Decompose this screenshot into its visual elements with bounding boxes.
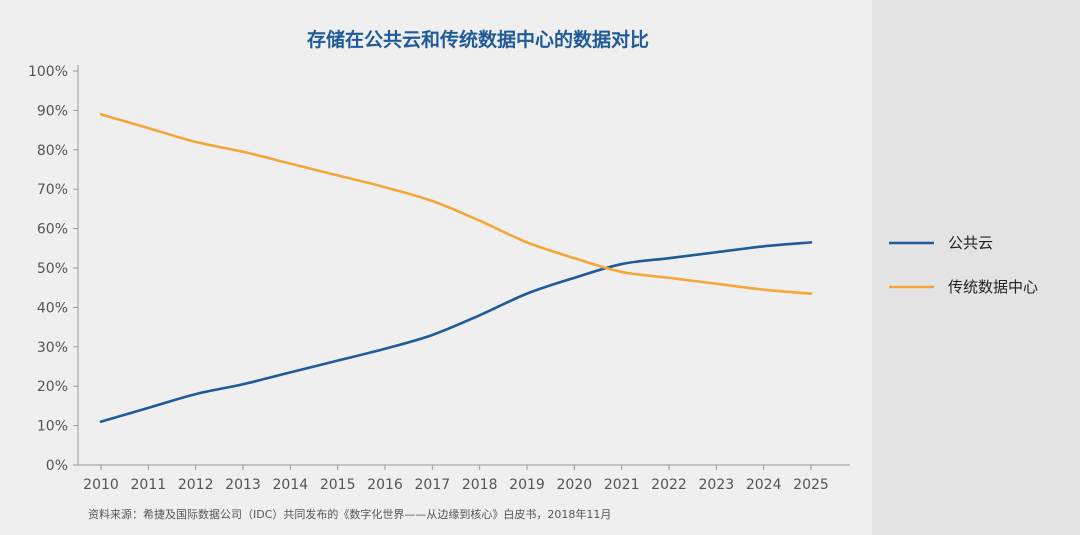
- y-tick-label: 10%: [37, 419, 68, 435]
- chart-title: 存储在公共云和传统数据中心的数据对比: [307, 28, 649, 51]
- x-tick-label: 2018: [462, 477, 498, 493]
- source-note: 资料来源：希捷及国际数据公司（IDC）共同发布的《数字化世界——从边缘到核心》白…: [88, 507, 611, 521]
- x-tick-label: 2024: [746, 477, 782, 493]
- x-tick-label: 2022: [651, 477, 687, 493]
- x-tick-label: 2025: [793, 477, 829, 493]
- legend-label-2: 传统数据中心: [948, 278, 1038, 296]
- series-line-1: [99, 241, 813, 423]
- x-tick-label: 2010: [83, 477, 119, 493]
- series-layer: [99, 113, 813, 423]
- x-tick-label: 2011: [131, 477, 167, 493]
- x-tick-label: 2020: [557, 477, 593, 493]
- y-tick-label: 70%: [37, 182, 68, 198]
- y-tick-label: 50%: [37, 261, 68, 277]
- y-tick-label: 20%: [37, 379, 68, 395]
- x-tick-label: 2013: [225, 477, 261, 493]
- x-tick-label: 2012: [178, 477, 214, 493]
- y-tick-label: 0%: [46, 458, 68, 474]
- y-tick-label: 80%: [37, 143, 68, 159]
- x-tick-label: 2019: [509, 477, 545, 493]
- y-tick-label: 90%: [37, 103, 68, 119]
- x-tick-label: 2021: [604, 477, 640, 493]
- series-line-2: [99, 113, 813, 295]
- y-tick-label: 100%: [28, 64, 68, 80]
- x-tick-label: 2023: [699, 477, 735, 493]
- y-tick-label: 40%: [37, 300, 68, 316]
- x-tick-label: 2014: [273, 477, 309, 493]
- x-tick-label: 2017: [415, 477, 451, 493]
- y-tick-label: 60%: [37, 222, 68, 238]
- axes: 0% 10% 20% 30% 40% 50% 60% 70% 80% 90% 100% 2010 201…: [28, 64, 850, 493]
- y-tick-label: 30%: [37, 340, 68, 356]
- legend-panel-background: [872, 0, 1080, 535]
- legend-label-1: 公共云: [948, 234, 993, 252]
- x-tick-label: 2016: [367, 477, 403, 493]
- x-tick-label: 2015: [320, 477, 356, 493]
